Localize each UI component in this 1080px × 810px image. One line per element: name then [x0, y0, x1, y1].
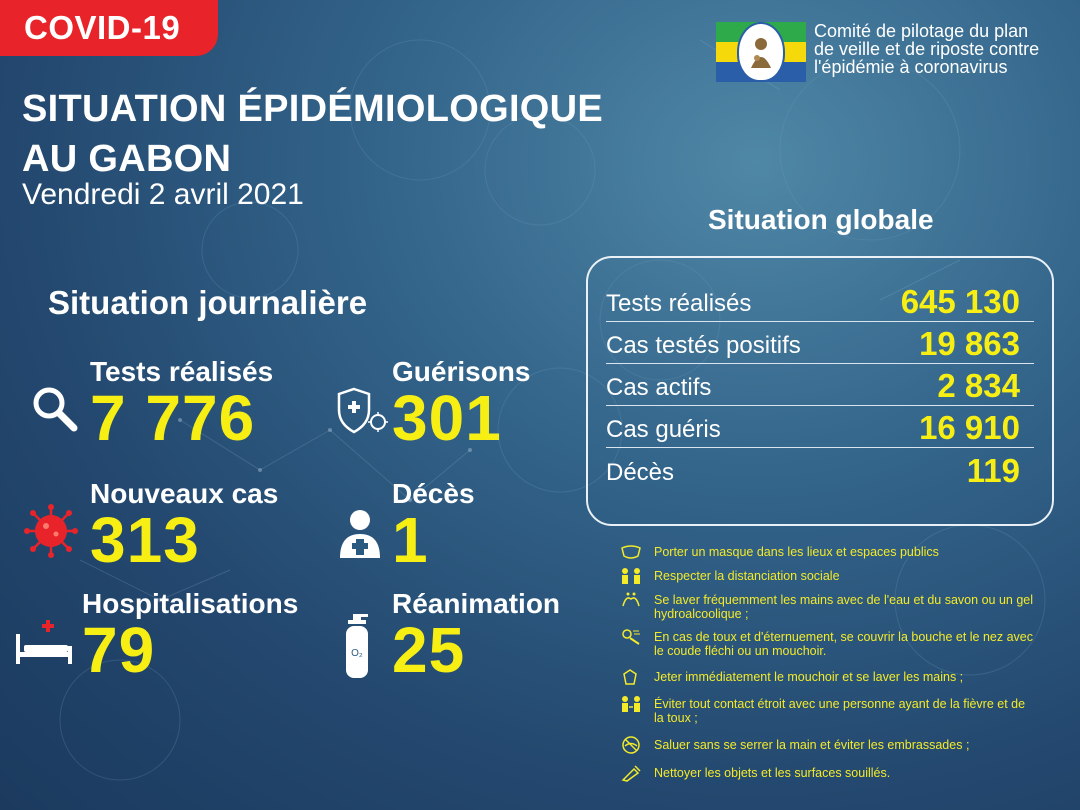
committee-line-1: Comité de pilotage du plan: [814, 21, 1029, 41]
advice-text: Saluer sans se serrer la main et éviter …: [654, 738, 970, 752]
committee-line-3: l'épidémie à coronavirus: [814, 57, 1008, 77]
global-row-label: Décès: [606, 459, 675, 486]
global-row-value: 119: [966, 452, 1020, 489]
committee-line-2: de veille et de riposte contre: [814, 39, 1040, 59]
page-title: SITUATION ÉPIDÉMIOLOGIQUE AU GABON: [22, 84, 642, 184]
stat-tests: Tests réalisés 7 776: [90, 356, 274, 454]
report-date: Vendredi 2 avril 2021: [22, 178, 304, 211]
global-row-value: 19 863: [919, 325, 1020, 362]
advice-text: Nettoyer les objets et les surfaces soui…: [654, 766, 891, 780]
global-row-value: 16 910: [919, 409, 1020, 446]
virus-icon: [24, 504, 78, 558]
stat-hospitalisations-value: 79: [82, 614, 156, 686]
advice-text: Jeter immédiatement le mouchoir et se la…: [654, 670, 964, 684]
covid-tag: COVID-19: [0, 0, 218, 56]
stat-icu-label: Réanimation: [392, 588, 561, 619]
magnifier-icon: [33, 387, 78, 432]
shield-cross-icon: [337, 387, 388, 434]
committee-block: Comité de pilotage du plan de veille et …: [716, 22, 1064, 82]
no-handshake-icon: [622, 736, 640, 754]
global-table: Tests réalisés 645 130 Cas testés positi…: [586, 256, 1054, 526]
cough-icon: [622, 629, 640, 645]
stat-new-cases: Nouveaux cas 313: [90, 478, 279, 576]
cleaning-icon: [621, 765, 641, 782]
global-row: Décès 119: [606, 448, 1034, 490]
stat-tests-label: Tests réalisés: [90, 356, 274, 387]
stat-deaths: Décès 1: [392, 478, 475, 576]
global-row-value: 645 130: [900, 283, 1020, 320]
stat-icu-value: 25: [392, 614, 466, 686]
mask-icon: [621, 545, 641, 559]
title-line-1: SITUATION ÉPIDÉMIOLOGIQUE: [22, 88, 604, 130]
global-row-label: Cas testés positifs: [606, 332, 801, 359]
stat-new-cases-value: 313: [90, 504, 200, 576]
handwash-icon: [622, 592, 640, 607]
stat-recoveries-label: Guérisons: [392, 356, 531, 387]
global-row-label: Tests réalisés: [606, 290, 752, 317]
global-row-label: Cas actifs: [606, 374, 712, 401]
global-row-value: 2 834: [937, 367, 1020, 404]
stat-deaths-label: Décès: [392, 478, 475, 509]
title-line-2: AU GABON: [22, 138, 232, 180]
stat-hospitalisations: Hospitalisations 79: [82, 588, 299, 686]
stat-deaths-value: 1: [392, 504, 429, 576]
person-cross-icon: [340, 510, 380, 558]
stat-hospitalisations-label: Hospitalisations: [82, 588, 299, 619]
advice-text: Porter un masque dans les lieux et espac…: [654, 545, 939, 559]
global-row: Tests réalisés 645 130: [606, 280, 1034, 322]
stat-icu: Réanimation 25: [392, 588, 561, 686]
gabon-flag-seal: [716, 22, 806, 82]
oxygen-tank-icon: O₂: [346, 614, 368, 678]
hospital-bed-icon: [16, 620, 72, 664]
stat-recoveries-value: 301: [392, 382, 502, 454]
global-section-title: Situation globale: [708, 204, 934, 235]
svg-text:O₂: O₂: [351, 648, 363, 659]
stat-tests-value: 7 776: [90, 382, 256, 454]
global-row: Cas testés positifs 19 863: [606, 322, 1034, 364]
stat-new-cases-label: Nouveaux cas: [90, 478, 279, 509]
committee-name: Comité de pilotage du plan de veille et …: [814, 22, 1064, 76]
tissue-icon: [623, 669, 637, 685]
avoid-contact-icon: [622, 696, 640, 712]
seal-icon: [737, 22, 785, 82]
advice-text: Se laver fréquemment les mains avec de l…: [654, 593, 1033, 621]
distancing-icon: [622, 568, 640, 584]
global-row-label: Cas guéris: [606, 416, 721, 443]
daily-section-title: Situation journalière: [48, 284, 368, 321]
global-row: Cas guéris 16 910: [606, 406, 1034, 448]
advice-text: Éviter tout contact étroit avec une pers…: [654, 697, 1026, 725]
advice-text: Respecter la distanciation sociale: [654, 569, 840, 583]
stat-recoveries: Guérisons 301: [392, 356, 531, 454]
advice-text: En cas de toux et d'éternuement, se couv…: [654, 630, 1033, 658]
global-row: Cas actifs 2 834: [606, 364, 1034, 406]
